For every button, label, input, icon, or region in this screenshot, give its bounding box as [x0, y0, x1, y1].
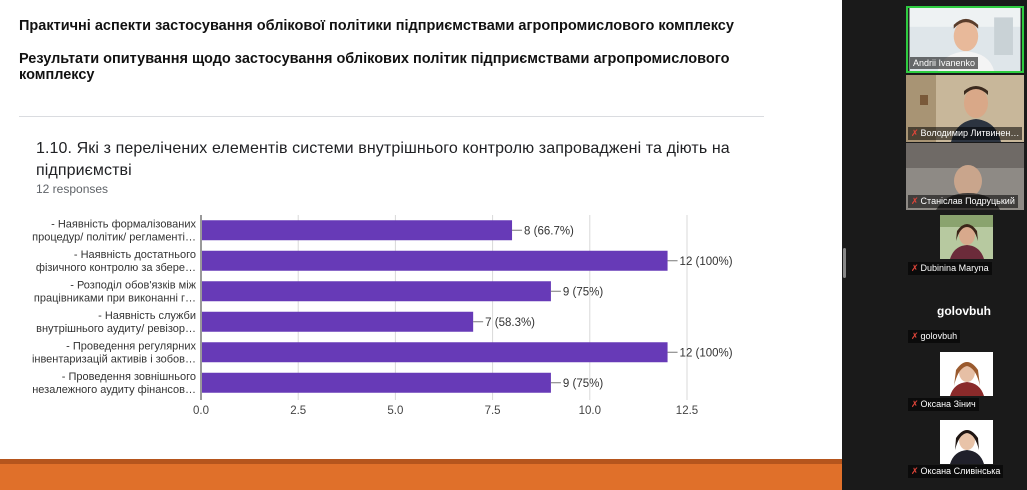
slide-footer-strip	[0, 459, 842, 490]
footer-accent-line	[0, 459, 842, 464]
participant-name: golovbuh	[920, 331, 958, 341]
bar	[202, 220, 513, 241]
category-label: незалежного аудиту фінансов…	[32, 384, 196, 396]
category-label: - Наявність служби	[98, 310, 196, 322]
mic-muted-icon: ✗	[911, 466, 919, 476]
data-label: 9 (75%)	[563, 286, 603, 298]
mic-muted-icon: ✗	[911, 399, 919, 409]
category-label: - Проведення зовнішнього	[62, 371, 196, 383]
participant-tile-andrii-ivanenko[interactable]: Andrii Ivanenko	[906, 6, 1024, 73]
bar	[202, 250, 668, 271]
participant-tile-volodymyr[interactable]: ✗ Володимир Литвинен…	[906, 75, 1024, 142]
category-label: фізичного контролю за збере…	[36, 262, 196, 274]
participant-name: Andrii Ivanenko	[910, 57, 979, 69]
participant-name: Dubinina Maryna	[920, 263, 989, 273]
participant-avatar-oksana-slyvinska	[940, 420, 993, 464]
data-label: 12 (100%)	[680, 256, 733, 268]
bar-chart: 0.0 2.5 5.0 7.5 10.0 12.5 - Наявність формаліз…	[32, 215, 733, 417]
category-label: внутрішнього аудиту/ ревізор…	[36, 323, 196, 335]
x-tick-label: 0.0	[193, 405, 209, 417]
slide-subtitle: Результати опитування щодо застосування …	[19, 51, 730, 83]
mic-muted-icon: ✗	[911, 196, 919, 206]
bar	[202, 342, 668, 363]
bar	[202, 372, 551, 393]
x-tick-label: 7.5	[485, 405, 501, 417]
bar	[202, 281, 551, 302]
data-label: 8 (66.7%)	[524, 225, 574, 237]
bar	[202, 311, 474, 332]
slide-title: Практичні аспекти застосування облікової…	[19, 18, 734, 34]
participant-name: Оксана Сливінська	[920, 466, 1001, 476]
participant-name: Станіслав Подруцький	[920, 196, 1015, 206]
participant-avatar-oksana-zinych	[940, 352, 993, 396]
participant-avatar-dubinina	[940, 215, 993, 259]
mic-muted-icon: ✗	[911, 263, 919, 273]
data-label: 12 (100%)	[680, 347, 733, 359]
x-tick-label: 10.0	[579, 405, 601, 417]
shared-screen-slide: Практичні аспекти застосування облікової…	[0, 0, 842, 490]
participant-display-name: golovbuh	[937, 304, 991, 318]
category-label: - Розподіл обов'язків між	[70, 279, 196, 291]
mic-muted-icon: ✗	[911, 128, 919, 138]
category-label: працівниками при виконанні г…	[34, 292, 196, 304]
participant-name: Володимир Литвинен…	[920, 128, 1020, 138]
participant-name: Оксана Зінич	[920, 399, 976, 409]
x-tick-label: 12.5	[676, 405, 698, 417]
category-label: - Проведення регулярних	[66, 340, 196, 352]
category-label: інвентаризацій активів і зобов…	[32, 353, 196, 365]
category-label: - Наявність формалізованих	[51, 218, 196, 230]
participant-tile-stanislav[interactable]: ✗ Станіслав Подруцький	[906, 143, 1024, 210]
category-label: процедур/ політик/ регламенті…	[32, 231, 196, 243]
data-label: 7 (58.3%)	[485, 317, 535, 329]
response-count: 12 responses	[36, 182, 109, 196]
x-tick-label: 2.5	[290, 405, 306, 417]
survey-question: 1.10. Які з перелічених елементів систем…	[36, 140, 730, 179]
category-label: - Наявність достатнього	[74, 249, 196, 261]
x-tick-label: 5.0	[387, 405, 403, 417]
panel-resize-handle[interactable]	[843, 248, 846, 278]
mic-muted-icon: ✗	[911, 331, 919, 341]
data-label: 9 (75%)	[563, 378, 603, 390]
divider	[19, 116, 764, 117]
